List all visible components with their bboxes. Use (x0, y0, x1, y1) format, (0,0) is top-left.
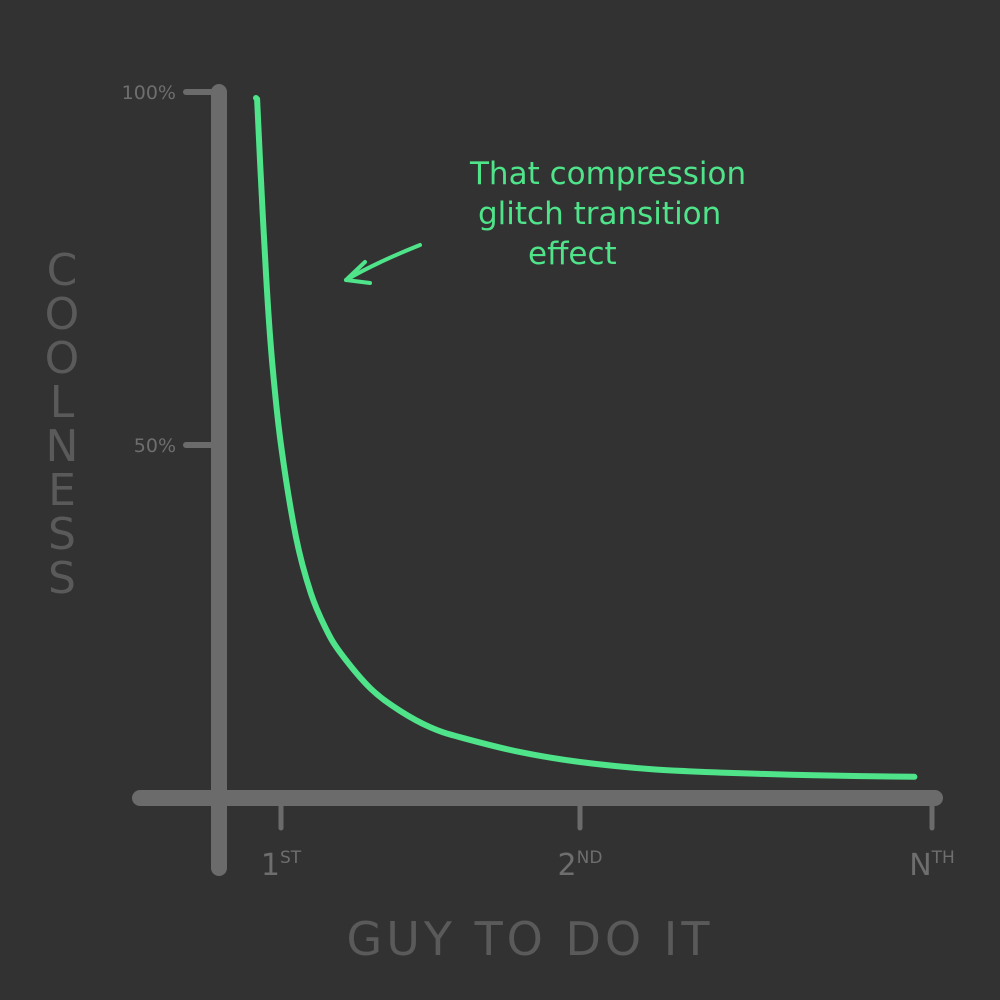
y-tick-label: 50% (134, 435, 176, 457)
x-tick-label: NTH (909, 848, 955, 883)
y-axis-title-letter: S (48, 553, 76, 604)
y-axis-title-letter: O (45, 333, 80, 384)
x-axis-title: GUY TO DO IT (347, 912, 714, 966)
x-tick-label: 2ND (558, 848, 603, 883)
annotation-line-2: glitch transition (478, 196, 721, 232)
y-axis-title-letter: S (48, 509, 76, 560)
y-tick-label: 100% (122, 82, 176, 104)
x-tick-label: 1ST (261, 848, 302, 883)
annotation-line-1: That compression (469, 156, 746, 192)
y-axis-title-letter: O (45, 289, 80, 340)
annotation-arrow (344, 243, 422, 285)
y-axis-ticks: 100% 50% (122, 82, 216, 457)
y-axis-title-letter: C (47, 245, 78, 296)
y-axis-title-letter: E (48, 465, 76, 516)
x-axis-ticks: 1ST 2ND NTH (261, 801, 955, 883)
y-axis-title-letter: N (46, 421, 79, 472)
annotation-line-3: effect (528, 236, 617, 272)
y-axis-title-letter: L (50, 377, 75, 428)
series-line (253, 95, 918, 780)
